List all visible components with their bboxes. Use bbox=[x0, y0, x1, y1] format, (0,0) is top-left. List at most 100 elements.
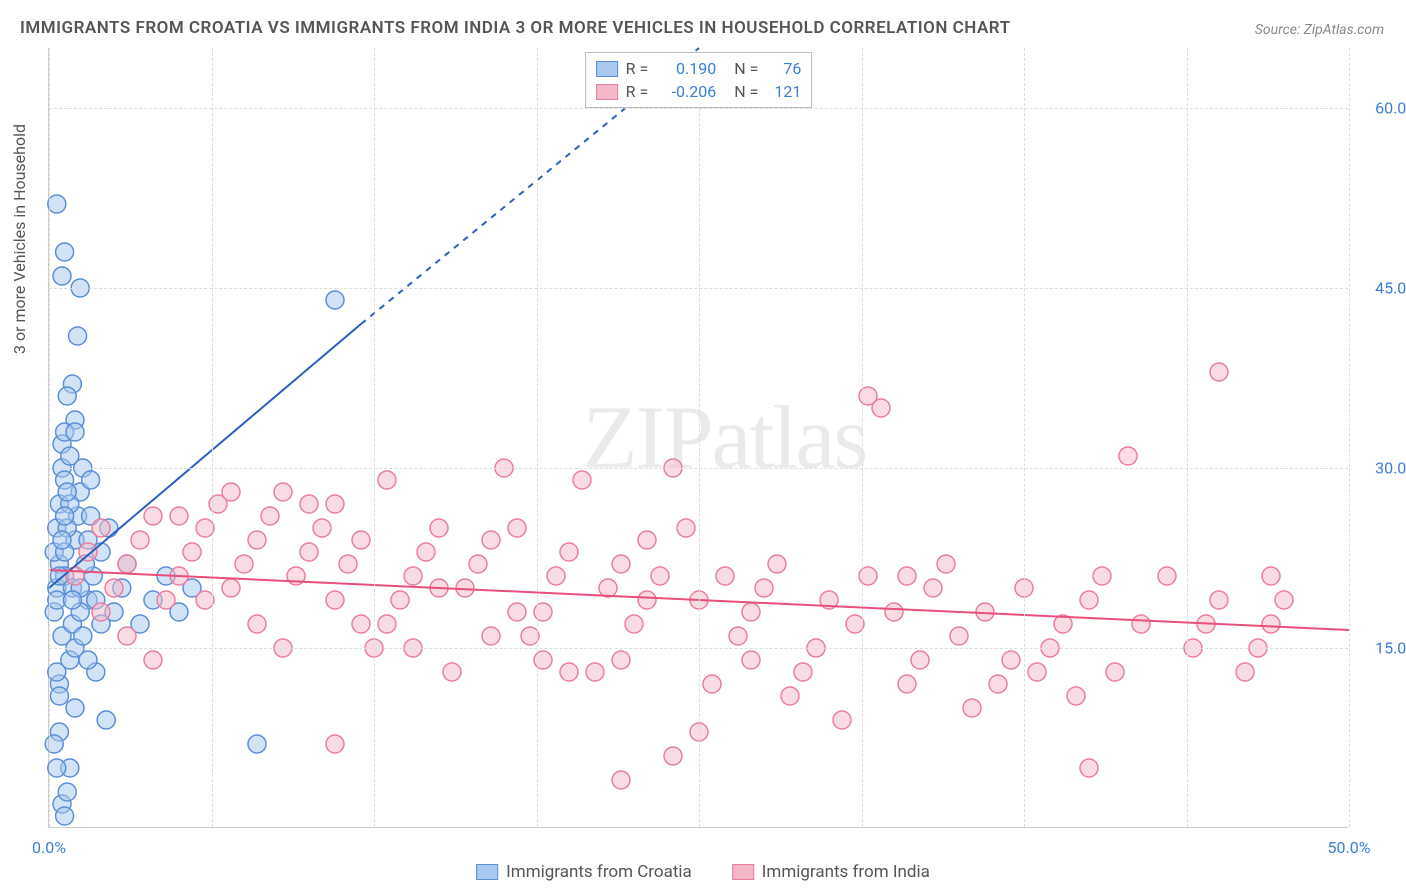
data-point bbox=[638, 531, 656, 549]
r-value: 0.190 bbox=[656, 59, 716, 78]
legend-swatch-croatia bbox=[596, 61, 618, 77]
data-point bbox=[274, 483, 292, 501]
legend-item-india: Immigrants from India bbox=[732, 862, 930, 882]
data-point bbox=[1093, 567, 1111, 585]
data-point bbox=[469, 555, 487, 573]
n-label: N = bbox=[734, 82, 758, 101]
data-point bbox=[56, 807, 74, 825]
data-point bbox=[50, 687, 68, 705]
data-point bbox=[612, 651, 630, 669]
data-point bbox=[261, 507, 279, 525]
gridline-vertical bbox=[212, 48, 213, 827]
data-point bbox=[430, 519, 448, 537]
data-point bbox=[313, 519, 331, 537]
n-value: 121 bbox=[766, 82, 801, 101]
data-point bbox=[48, 759, 66, 777]
data-point bbox=[443, 663, 461, 681]
data-point bbox=[48, 663, 66, 681]
data-point bbox=[586, 663, 604, 681]
data-point bbox=[79, 651, 97, 669]
data-point bbox=[352, 531, 370, 549]
data-point bbox=[339, 555, 357, 573]
data-point bbox=[53, 531, 71, 549]
data-point bbox=[378, 471, 396, 489]
legend-label: Immigrants from Croatia bbox=[506, 862, 692, 882]
legend-swatch-india bbox=[596, 84, 618, 100]
gridline-vertical bbox=[537, 48, 538, 827]
data-point bbox=[898, 675, 916, 693]
series-legend: Immigrants from Croatia Immigrants from … bbox=[476, 862, 930, 882]
data-point bbox=[66, 699, 84, 717]
data-point bbox=[508, 603, 526, 621]
data-point bbox=[482, 627, 500, 645]
data-point bbox=[58, 783, 76, 801]
r-label: R = bbox=[626, 59, 649, 78]
data-point bbox=[1158, 567, 1176, 585]
data-point bbox=[235, 555, 253, 573]
chart-plot-area: R = 0.190 N = 76 R = -0.206 N = 121 ZIPa… bbox=[48, 48, 1348, 828]
data-point bbox=[326, 735, 344, 753]
data-point bbox=[58, 387, 76, 405]
legend-row-india: R = -0.206 N = 121 bbox=[596, 80, 802, 103]
data-point bbox=[1236, 663, 1254, 681]
data-point bbox=[1262, 567, 1280, 585]
data-point bbox=[989, 675, 1007, 693]
x-tick-label: 0.0% bbox=[32, 838, 66, 857]
data-point bbox=[1106, 663, 1124, 681]
data-point bbox=[248, 615, 266, 633]
n-value: 76 bbox=[766, 59, 801, 78]
data-point bbox=[170, 507, 188, 525]
n-label: N = bbox=[734, 59, 758, 78]
gridline-vertical bbox=[699, 48, 700, 827]
data-point bbox=[755, 579, 773, 597]
data-point bbox=[326, 291, 344, 309]
legend-swatch-icon bbox=[732, 864, 754, 880]
data-point bbox=[1210, 591, 1228, 609]
data-point bbox=[61, 447, 79, 465]
legend-item-croatia: Immigrants from Croatia bbox=[476, 862, 692, 882]
data-point bbox=[378, 615, 396, 633]
data-point bbox=[144, 651, 162, 669]
gridline-vertical bbox=[862, 48, 863, 827]
data-point bbox=[157, 591, 175, 609]
data-point bbox=[937, 555, 955, 573]
data-point bbox=[66, 423, 84, 441]
data-point bbox=[404, 567, 422, 585]
gridline-vertical bbox=[1187, 48, 1188, 827]
y-tick-label: 15.0% bbox=[1358, 639, 1406, 658]
data-point bbox=[391, 591, 409, 609]
gridline-vertical bbox=[49, 48, 50, 827]
data-point bbox=[703, 675, 721, 693]
data-point bbox=[92, 519, 110, 537]
gridline-vertical bbox=[1024, 48, 1025, 827]
data-point bbox=[105, 579, 123, 597]
data-point bbox=[352, 615, 370, 633]
data-point bbox=[742, 651, 760, 669]
data-point bbox=[1119, 447, 1137, 465]
data-point bbox=[547, 567, 565, 585]
data-point bbox=[963, 699, 981, 717]
data-point bbox=[482, 531, 500, 549]
data-point bbox=[79, 543, 97, 561]
data-point bbox=[45, 735, 63, 753]
data-point bbox=[48, 195, 66, 213]
data-point bbox=[898, 567, 916, 585]
x-tick-label: 50.0% bbox=[1328, 838, 1371, 857]
data-point bbox=[625, 615, 643, 633]
legend-row-croatia: R = 0.190 N = 76 bbox=[596, 57, 802, 80]
data-point bbox=[97, 711, 115, 729]
data-point bbox=[560, 663, 578, 681]
data-point bbox=[183, 543, 201, 561]
data-point bbox=[885, 603, 903, 621]
data-point bbox=[1262, 615, 1280, 633]
data-point bbox=[53, 267, 71, 285]
data-point bbox=[833, 711, 851, 729]
data-point bbox=[222, 483, 240, 501]
data-point bbox=[118, 627, 136, 645]
data-point bbox=[794, 663, 812, 681]
chart-title: IMMIGRANTS FROM CROATIA VS IMMIGRANTS FR… bbox=[20, 18, 1011, 38]
data-point bbox=[716, 567, 734, 585]
data-point bbox=[1002, 651, 1020, 669]
correlation-legend: R = 0.190 N = 76 R = -0.206 N = 121 bbox=[585, 52, 813, 108]
data-point bbox=[638, 591, 656, 609]
